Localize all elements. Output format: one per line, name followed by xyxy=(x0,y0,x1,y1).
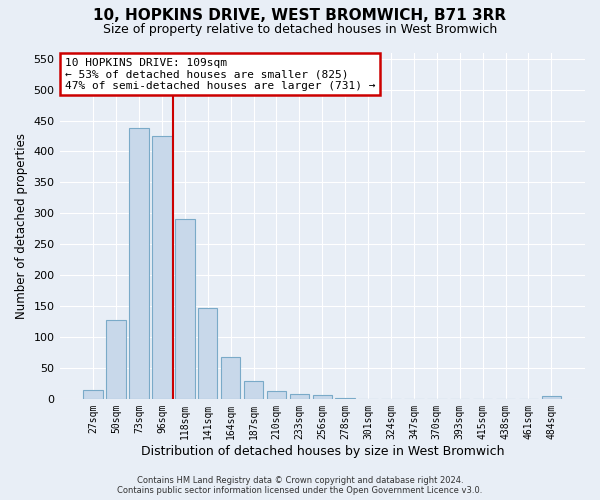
Bar xyxy=(129,128,149,399)
Bar xyxy=(244,381,263,399)
Bar xyxy=(313,395,332,399)
X-axis label: Distribution of detached houses by size in West Bromwich: Distribution of detached houses by size … xyxy=(140,444,504,458)
Bar xyxy=(290,394,309,399)
Text: 10 HOPKINS DRIVE: 109sqm
← 53% of detached houses are smaller (825)
47% of semi-: 10 HOPKINS DRIVE: 109sqm ← 53% of detach… xyxy=(65,58,375,91)
Bar xyxy=(198,308,217,399)
Bar xyxy=(83,390,103,399)
Text: Contains HM Land Registry data © Crown copyright and database right 2024.
Contai: Contains HM Land Registry data © Crown c… xyxy=(118,476,482,495)
Bar xyxy=(221,358,241,399)
Bar xyxy=(335,398,355,399)
Text: Size of property relative to detached houses in West Bromwich: Size of property relative to detached ho… xyxy=(103,22,497,36)
Y-axis label: Number of detached properties: Number of detached properties xyxy=(15,132,28,318)
Bar xyxy=(175,220,194,399)
Bar xyxy=(106,320,126,399)
Bar xyxy=(267,391,286,399)
Bar xyxy=(542,396,561,399)
Text: 10, HOPKINS DRIVE, WEST BROMWICH, B71 3RR: 10, HOPKINS DRIVE, WEST BROMWICH, B71 3R… xyxy=(94,8,506,22)
Bar xyxy=(152,136,172,399)
